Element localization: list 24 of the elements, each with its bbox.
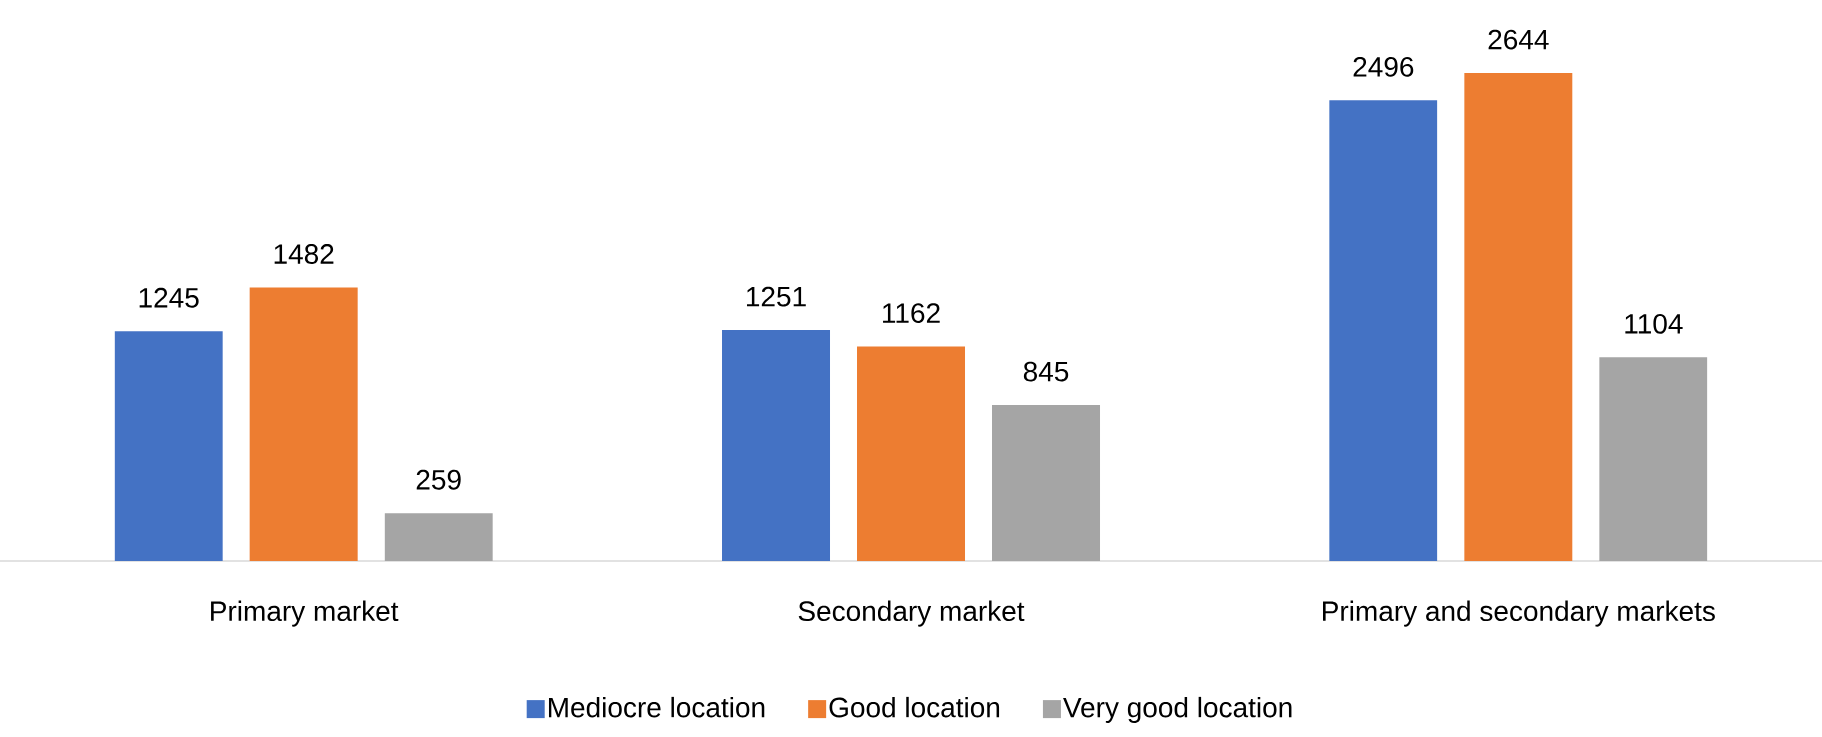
x-tick-label: Primary and secondary markets bbox=[1323, 600, 1715, 627]
x-tick-label: Secondary market bbox=[798, 600, 1025, 627]
data-label: 845 bbox=[1023, 361, 1069, 382]
data-label: 2644 bbox=[1488, 29, 1549, 50]
data-label: 259 bbox=[416, 469, 461, 490]
bar bbox=[992, 405, 1101, 561]
legend-label: Very good location bbox=[1063, 696, 1292, 723]
data-label: 1251 bbox=[747, 286, 806, 307]
bar bbox=[114, 331, 223, 561]
bar bbox=[1464, 73, 1573, 561]
bar bbox=[722, 330, 831, 561]
data-label: 1482 bbox=[274, 244, 334, 264]
data-label: 1162 bbox=[883, 303, 940, 323]
x-tick-label: Primary market bbox=[211, 600, 399, 627]
bar bbox=[1599, 357, 1708, 561]
legend-label: Good location bbox=[829, 696, 1000, 718]
bar bbox=[857, 346, 966, 561]
data-label: 1245 bbox=[139, 287, 199, 308]
bar bbox=[384, 513, 493, 561]
data-label: 1104 bbox=[1625, 313, 1683, 334]
legend-label: Mediocre location bbox=[548, 696, 765, 718]
data-label: 2496 bbox=[1353, 56, 1414, 77]
bar bbox=[1329, 100, 1438, 561]
bar bbox=[249, 287, 358, 561]
